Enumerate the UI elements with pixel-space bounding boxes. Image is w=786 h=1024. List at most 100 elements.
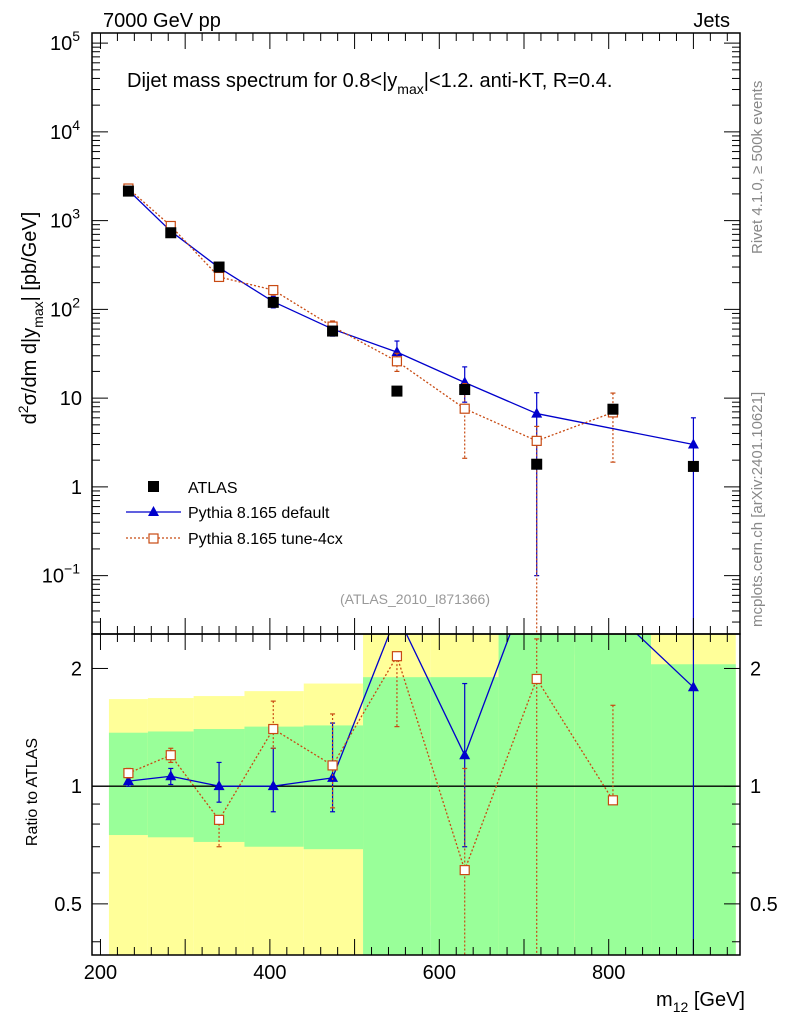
ratio-default-marker <box>267 780 279 791</box>
main-y-tick-exponent: 2 <box>72 294 80 310</box>
ratio-tune-segment <box>396 655 466 871</box>
xlabel-m: m <box>656 989 673 1011</box>
main-y-tick-base: 10 <box>50 299 72 321</box>
main-tune-segment <box>536 411 614 442</box>
main-tune-segment <box>218 276 274 291</box>
main-default-segment <box>464 381 537 415</box>
ratio-tune-marker <box>459 865 470 876</box>
main-y-tick-exponent: 3 <box>72 206 80 222</box>
main-default-marker <box>687 438 699 449</box>
ratio-y-axis: 0.5 0.5 1 1 2 2 <box>54 658 778 943</box>
plot-title-suffix: |<1.2. anti-KT, R=0.4. <box>424 70 613 92</box>
ratio-default-segment <box>636 633 694 688</box>
atlas-point <box>687 460 699 472</box>
category-label: Jets <box>693 10 730 32</box>
ratio-tune-segment <box>170 754 220 821</box>
ylabel-part-d: d <box>19 413 41 424</box>
series-pythia-tune4cx-ratio <box>123 638 619 955</box>
atlas-point <box>327 325 339 337</box>
main-default-segment <box>396 351 465 384</box>
ratio-tune-marker <box>391 651 403 662</box>
plot-title: Dijet mass spectrum for 0.8<|ymax|<1.2. … <box>127 70 612 97</box>
ratio-tune-segment <box>332 655 398 766</box>
ylabel-part-sigma: σ/dm d|y <box>19 328 41 406</box>
main-tune-marker <box>391 356 403 367</box>
legend-tune-label: Pythia 8.165 tune-4cx <box>188 531 343 548</box>
xlabel-sub: 12 <box>673 999 689 1015</box>
main-default-segment <box>332 328 398 353</box>
ratio-default-segment <box>405 633 466 756</box>
atlas-point <box>607 403 619 415</box>
mcplots-info: mcplots.cern.ch [arXiv:2401.10621] <box>749 392 766 627</box>
main-y-tick-label: 10−1 <box>42 561 80 588</box>
legend: ATLAS Pythia 8.165 default Pythia 8.165 … <box>126 480 343 548</box>
main-default-segment <box>536 412 694 446</box>
x-tick-label: 200 <box>84 962 117 984</box>
ratio-tune-marker <box>607 795 619 806</box>
uncertainty-bands <box>108 634 736 955</box>
ratio-y-tick-label-right: 1 <box>750 776 761 798</box>
legend-atlas-marker <box>148 481 159 492</box>
main-y-tick-base: 10 <box>50 33 72 55</box>
main-default-marker <box>531 407 543 418</box>
legend-atlas-label: ATLAS <box>188 480 238 497</box>
ratio-default-marker <box>327 771 339 782</box>
ratio-y-tick-label: 0.5 <box>54 894 82 916</box>
ratio-tune-segment <box>218 728 274 821</box>
main-default-segment <box>272 301 333 330</box>
main-y-tick-base: 10 <box>42 566 64 588</box>
legend-default-label: Pythia 8.165 default <box>188 505 330 522</box>
main-default-segment <box>170 230 220 269</box>
main-y-tick-label: 1 <box>71 477 82 499</box>
ratio-default-segment <box>273 777 333 787</box>
main-y-tick-exponent: −1 <box>64 561 80 577</box>
main-y-tick-label: 104 <box>50 117 80 144</box>
x-tick-label: 800 <box>592 962 625 984</box>
plot-title-sub: max <box>397 81 423 97</box>
ratio-y-tick-label: 1 <box>71 776 82 798</box>
atlas-point <box>165 227 177 239</box>
ratio-y-label: Ratio to ATLAS <box>24 738 41 846</box>
atlas-point <box>213 261 225 273</box>
main-default-segment <box>127 189 172 232</box>
main-tune-segment <box>127 188 172 227</box>
atlas-point <box>459 384 471 396</box>
ratio-default-marker <box>165 770 177 781</box>
x-axis-label: m12 [GeV] <box>656 989 745 1015</box>
main-y-tick-label: 103 <box>50 206 80 233</box>
ratio-default-segment <box>170 775 220 787</box>
atlas-point <box>391 385 403 397</box>
main-tune-marker <box>459 403 470 414</box>
ratio-default-segment <box>128 775 171 782</box>
ratio-tune-marker <box>123 767 134 779</box>
main-y-tick-base: 10 <box>50 122 72 144</box>
main-y-tick-exponent: 5 <box>72 28 80 44</box>
plot-title-prefix: Dijet mass spectrum for 0.8<|y <box>127 70 397 92</box>
legend-tune-marker <box>148 533 159 544</box>
rivet-info: Rivet 4.1.0, ≥ 500k events <box>749 81 766 254</box>
energy-label: 7000 GeV pp <box>103 10 221 32</box>
main-tune-segment <box>464 408 537 442</box>
atlas-point <box>531 458 543 470</box>
ratio-y-tick-label: 2 <box>71 658 82 680</box>
main-y-tick-label: 10 <box>60 388 82 410</box>
main-tune-segment <box>272 289 333 328</box>
ratio-tune-marker <box>165 750 176 761</box>
ratio-frame <box>91 633 741 956</box>
x-tick-label: 600 <box>423 962 456 984</box>
main-tune-segment <box>332 326 398 362</box>
ratio-tune-marker <box>268 723 279 735</box>
main-default-marker <box>391 346 403 357</box>
ratio-tune-segment <box>272 728 333 766</box>
band-inner <box>303 725 364 850</box>
ratio-y-tick-label-right: 0.5 <box>750 894 778 916</box>
main-y-tick-exponent: 4 <box>72 117 80 133</box>
main-default-marker <box>459 376 471 387</box>
ylabel-part-2: 2 <box>15 405 31 413</box>
ratio-tune-marker <box>327 760 338 771</box>
series-pythia-default-ratio <box>122 633 699 955</box>
ratio-tune-marker <box>213 814 225 825</box>
main-tune-marker <box>531 435 542 446</box>
main-y-tick-base: 10 <box>50 211 72 233</box>
